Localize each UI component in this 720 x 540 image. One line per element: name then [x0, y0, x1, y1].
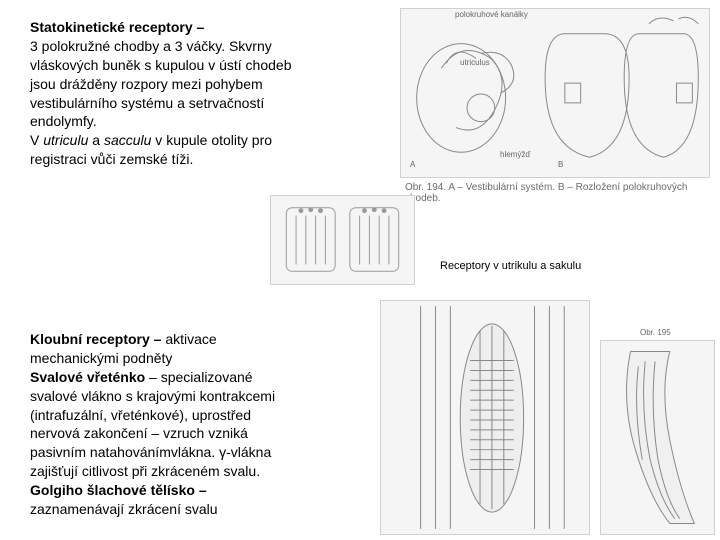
block1-line5: endolymfy.	[30, 113, 97, 129]
figure-muscle-spindle	[380, 300, 590, 535]
figure-caption-vestibular: Obr. 194. A – Vestibulární systém. B – R…	[405, 182, 710, 204]
b2-l3b: – specializované	[145, 369, 252, 385]
block1-line7: registraci vůči zemské tíži.	[30, 151, 193, 167]
figure-receptory-utrikulu	[270, 195, 415, 285]
block1-line6b: utriculu	[43, 132, 88, 148]
b2-l1b: aktivace	[165, 331, 216, 347]
label-a: A	[410, 160, 415, 169]
block1-line1: 3 polokružné chodby a 3 váčky. Skvrny	[30, 38, 272, 54]
block1-line6d: sacculu	[104, 132, 151, 148]
block1-line6a: V	[30, 132, 43, 148]
label-b: B	[558, 160, 563, 169]
block1-line2: vláskových buněk s kupulou v ústí chodeb	[30, 57, 292, 73]
block1-line6e: v kupule otolity pro	[151, 132, 272, 148]
figure-vestibular-system	[400, 8, 710, 178]
caption-receptory: Receptory v utrikulu a sakulu	[440, 260, 581, 272]
figure-golgi-tendon	[600, 340, 715, 535]
b2-l4: svalové vlákno s krajovými kontrakcemi	[30, 388, 275, 404]
label-polokruhove: polokruhové kanálky	[455, 10, 528, 19]
label-utriculus: utriculus	[460, 58, 490, 67]
b2-l3a: Svalové vřeténko	[30, 369, 145, 385]
text-block-statokineticke: Statokinetické receptory – 3 polokružné …	[30, 18, 390, 169]
block1-line4: vestibulárního systému a setrvačností	[30, 95, 264, 111]
b2-l6: nervová zakončení – vzruch vzniká	[30, 425, 248, 441]
b2-l7: pasivním natahovánímvlákna. γ-vlákna	[30, 444, 271, 460]
text-block-kloubni: Kloubní receptory – aktivace mechanickým…	[30, 330, 370, 519]
b2-l9a: Golgiho šlachové tělísko –	[30, 482, 207, 498]
b2-l10: zaznamenávají zkrácení svalu	[30, 501, 218, 517]
b2-l2: mechanickými podněty	[30, 350, 172, 366]
label-hlemyzd: hlemýžď	[500, 150, 530, 159]
block1-line6c: a	[88, 132, 104, 148]
b2-l8: zajišťují citlivost při zkráceném svalu.	[30, 463, 260, 479]
label-obr195: Obr. 195	[640, 328, 671, 337]
b2-l5: (intrafuzální, vřeténkové), uprostřed	[30, 407, 251, 423]
block1-title: Statokinetické receptory –	[30, 19, 204, 35]
b2-l1a: Kloubní receptory –	[30, 331, 165, 347]
block1-line3: jsou drážděny rozpory mezi pohybem	[30, 76, 263, 92]
